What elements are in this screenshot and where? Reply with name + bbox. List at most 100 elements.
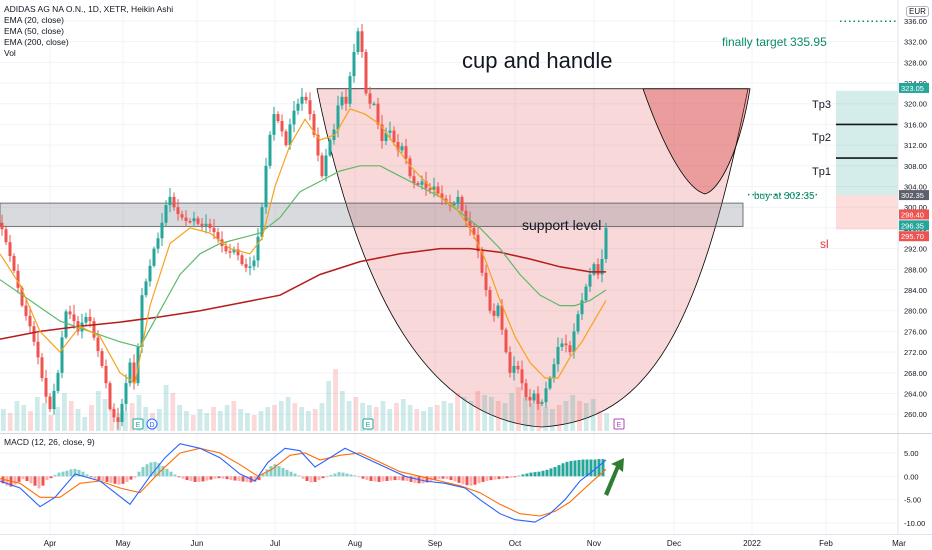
- macd-histogram-bar: [161, 466, 165, 477]
- macd-histogram-bar: [313, 476, 317, 482]
- candle-body: [128, 362, 132, 384]
- candle-body: [532, 393, 536, 401]
- dividend-marker: [146, 418, 158, 430]
- volume-bar: [292, 403, 298, 431]
- volume-bar: [123, 411, 128, 431]
- macd-histogram-bar: [345, 473, 349, 477]
- candle-body: [152, 248, 156, 266]
- macd-histogram-bar: [125, 476, 129, 482]
- currency-button[interactable]: EUR: [906, 6, 929, 17]
- macd-histogram-bar: [73, 468, 77, 477]
- event-marker-label: D: [149, 422, 154, 429]
- candle-body: [244, 264, 248, 268]
- volume-bar: [75, 409, 81, 431]
- macd-histogram-bar: [329, 474, 333, 477]
- macd-histogram-bar: [117, 476, 121, 485]
- tp1-text: Tp1: [812, 166, 831, 178]
- volume-bar: [272, 405, 277, 431]
- price-tick-label: 316.00: [904, 120, 927, 129]
- candle-body: [408, 158, 412, 177]
- price-tick-label: 328.00: [904, 58, 927, 67]
- candle-body: [596, 264, 600, 275]
- price-axis-badge-text: 298.40: [901, 210, 924, 219]
- price-tick-label: 272.00: [904, 348, 927, 357]
- macd-histogram-bar: [449, 476, 453, 481]
- volume-bar: [55, 407, 60, 431]
- volume-bar: [509, 393, 515, 431]
- volume-bar: [421, 411, 426, 431]
- candle-body: [196, 218, 200, 224]
- candle-body: [108, 383, 112, 410]
- candle-body: [372, 103, 376, 106]
- macd-histogram-bar: [201, 476, 205, 482]
- volume-bar: [353, 397, 359, 431]
- volume-bar: [21, 405, 27, 431]
- price-tick-label: 336.00: [904, 17, 927, 26]
- macd-histogram-bar: [265, 469, 269, 477]
- ema50-line: [0, 165, 607, 348]
- volume-bar: [231, 401, 237, 431]
- price-axis-badge: [899, 209, 929, 220]
- candle-body: [428, 188, 432, 190]
- macd-histogram-bar: [381, 476, 385, 482]
- macd-histogram-bar: [517, 475, 521, 477]
- volume-bar: [312, 409, 318, 431]
- final-target-text: finally target 335.95: [722, 35, 827, 49]
- candle-body: [160, 222, 164, 239]
- candle-body: [4, 229, 8, 243]
- volume-bar: [238, 409, 243, 431]
- macd-histogram-bar: [357, 476, 361, 478]
- macd-histogram-bar: [253, 476, 257, 482]
- macd-histogram-bar: [69, 469, 73, 477]
- volume-bar: [502, 403, 508, 431]
- macd-histogram-bar: [581, 459, 585, 477]
- candle-body: [224, 246, 228, 252]
- macd-histogram-bar: [157, 463, 161, 477]
- candle-body: [412, 176, 416, 184]
- sl-text: sl: [820, 237, 829, 251]
- macd-histogram-bar: [597, 459, 601, 477]
- candle-body: [356, 31, 360, 52]
- candle-body: [336, 105, 340, 130]
- candle-body: [560, 343, 564, 347]
- macd-histogram-bar: [261, 474, 265, 477]
- candle-body: [604, 227, 608, 259]
- volume-bar: [197, 409, 203, 431]
- candle-body: [452, 203, 456, 206]
- candle-body: [276, 114, 280, 121]
- macd-histogram-bar: [509, 476, 513, 478]
- candle-body: [420, 181, 424, 185]
- volume-bar: [184, 411, 189, 431]
- volume-bar: [333, 369, 338, 431]
- macd-histogram-bar: [25, 476, 29, 481]
- price-tick-label: 320.00: [904, 100, 927, 109]
- earnings-marker: [362, 418, 374, 430]
- candle-body: [296, 103, 300, 111]
- macd-histogram-bar: [137, 471, 141, 477]
- macd-histogram-bar: [225, 476, 229, 480]
- candle-body: [292, 110, 296, 125]
- volume-bar: [380, 401, 386, 431]
- macd-histogram-bar: [293, 473, 297, 477]
- macd-histogram-bar: [385, 476, 389, 481]
- volume-bar: [387, 409, 393, 431]
- volume-bar: [109, 407, 115, 431]
- candle-body: [364, 51, 368, 94]
- candle-body: [308, 100, 312, 115]
- macd-histogram-bar: [53, 474, 57, 477]
- macd-histogram-bar: [413, 476, 417, 483]
- macd-histogram-bar: [49, 476, 53, 479]
- macd-histogram-bar: [525, 473, 529, 477]
- candle-body: [500, 305, 504, 330]
- candle-body: [148, 265, 152, 282]
- candle-body: [188, 221, 192, 223]
- candle-body: [416, 183, 420, 185]
- macd-histogram-bar: [549, 468, 553, 477]
- macd-histogram-bar: [33, 476, 37, 486]
- macd-histogram-bar: [61, 471, 65, 477]
- macd-histogram-bar: [273, 464, 277, 477]
- volume-bar: [62, 393, 67, 431]
- price-tick-label: 280.00: [904, 307, 927, 316]
- macd-histogram-bar: [421, 476, 425, 484]
